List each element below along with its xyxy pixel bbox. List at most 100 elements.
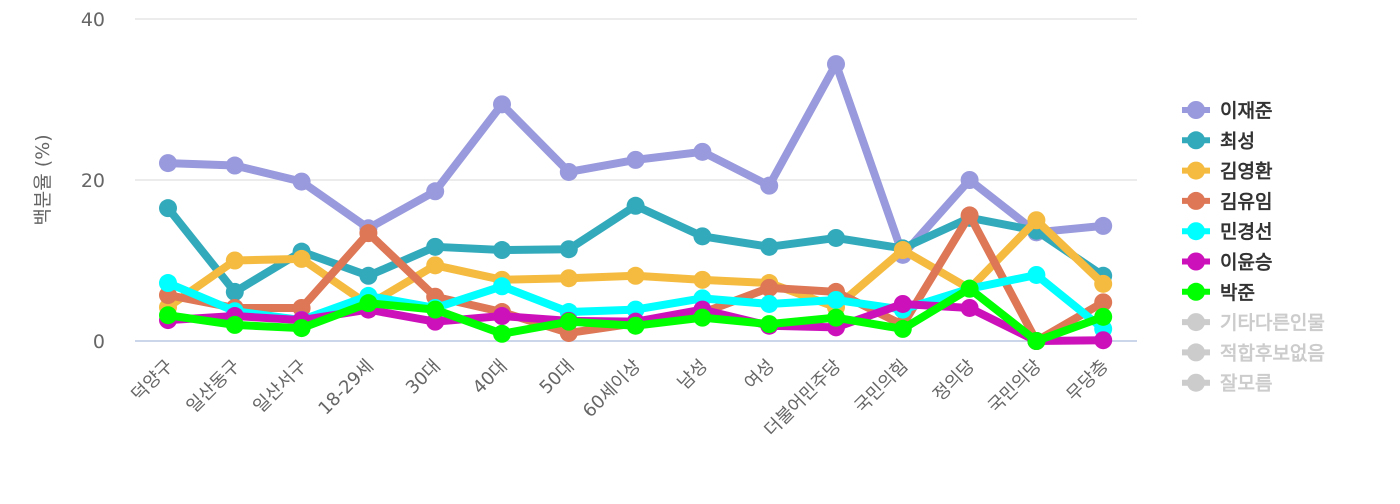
- x-tick-label: 무당층: [1063, 356, 1113, 406]
- legend-item-이윤승[interactable]: 이윤승: [1182, 252, 1272, 274]
- legend-item-김영환[interactable]: 김영환: [1182, 161, 1273, 183]
- legend-item-잘모름[interactable]: 잘모름: [1182, 373, 1272, 395]
- series-박준: [159, 279, 1113, 350]
- data-point[interactable]: [827, 55, 845, 74]
- data-point[interactable]: [760, 278, 779, 297]
- data-point[interactable]: [827, 228, 845, 247]
- data-point[interactable]: [559, 312, 578, 331]
- data-point[interactable]: [1094, 274, 1113, 293]
- x-tick-label: 국민의힘: [851, 356, 913, 418]
- data-point[interactable]: [493, 95, 511, 114]
- x-tick-label: 여성: [740, 356, 778, 394]
- data-point[interactable]: [225, 251, 244, 270]
- x-tick-label: 남성: [674, 356, 712, 394]
- data-point[interactable]: [760, 294, 779, 313]
- data-point[interactable]: [559, 240, 578, 259]
- data-point[interactable]: [693, 227, 712, 246]
- data-point[interactable]: [159, 306, 177, 325]
- y-axis-label: 백분율 (%): [32, 134, 54, 225]
- data-point[interactable]: [559, 269, 578, 288]
- data-point[interactable]: [626, 316, 645, 335]
- legend-item-기타다른인물[interactable]: 기타다른인물: [1182, 312, 1325, 334]
- data-point[interactable]: [1094, 293, 1113, 312]
- x-tick-label: 덕양구: [128, 356, 178, 406]
- data-point[interactable]: [960, 279, 979, 298]
- legend-item-민경선[interactable]: 민경선: [1182, 221, 1272, 243]
- data-point[interactable]: [493, 241, 511, 260]
- data-point[interactable]: [1094, 307, 1113, 326]
- data-point[interactable]: [359, 294, 378, 313]
- data-point[interactable]: [159, 199, 177, 218]
- data-point[interactable]: [1027, 332, 1046, 350]
- x-tick-label: 일산동구: [183, 356, 245, 418]
- legend-item-김유임[interactable]: 김유임: [1182, 191, 1272, 213]
- data-point[interactable]: [1094, 216, 1113, 235]
- legend-marker: [1187, 252, 1205, 271]
- data-point[interactable]: [893, 241, 912, 260]
- data-point[interactable]: [827, 290, 845, 309]
- data-point[interactable]: [493, 324, 511, 343]
- legend-label: 이재준: [1220, 100, 1272, 122]
- x-tick-label: 정의당: [929, 356, 979, 406]
- legend-label: 박준: [1220, 282, 1255, 304]
- data-point[interactable]: [159, 274, 177, 293]
- data-point[interactable]: [1094, 331, 1113, 350]
- data-point[interactable]: [292, 319, 311, 338]
- legend-label: 기타다른인물: [1220, 312, 1325, 334]
- data-point[interactable]: [292, 249, 311, 268]
- legend-item-최성[interactable]: 최성: [1182, 130, 1255, 152]
- data-point[interactable]: [493, 277, 511, 296]
- legend-marker: [1187, 222, 1205, 241]
- data-point[interactable]: [359, 266, 378, 285]
- data-point[interactable]: [426, 256, 445, 275]
- data-point[interactable]: [960, 206, 979, 225]
- legend-marker: [1187, 313, 1205, 332]
- legend-marker: [1187, 343, 1205, 362]
- data-point[interactable]: [225, 282, 244, 301]
- data-point[interactable]: [960, 298, 979, 317]
- legend-label: 이윤승: [1220, 252, 1272, 274]
- legend-item-적합후보없음[interactable]: 적합후보없음: [1182, 342, 1325, 364]
- data-point[interactable]: [760, 176, 779, 195]
- data-point[interactable]: [426, 237, 445, 256]
- data-point[interactable]: [760, 237, 779, 256]
- data-point[interactable]: [626, 196, 645, 215]
- y-tick-label: 40: [81, 9, 105, 31]
- data-point[interactable]: [426, 300, 445, 319]
- data-point[interactable]: [626, 266, 645, 285]
- data-point[interactable]: [359, 224, 378, 243]
- data-point[interactable]: [760, 315, 779, 334]
- legend-item-박준[interactable]: 박준: [1182, 282, 1255, 304]
- data-point[interactable]: [225, 315, 244, 334]
- data-point[interactable]: [626, 150, 645, 169]
- data-point[interactable]: [426, 182, 445, 201]
- legend-label: 김영환: [1220, 161, 1273, 183]
- data-point[interactable]: [893, 319, 912, 338]
- data-point[interactable]: [1027, 265, 1046, 284]
- legend-label: 적합후보없음: [1220, 342, 1325, 364]
- legend-marker: [1187, 191, 1205, 210]
- series-이재준: [159, 55, 1113, 264]
- legend-label: 잘모름: [1220, 373, 1272, 395]
- data-point[interactable]: [827, 308, 845, 327]
- data-point[interactable]: [693, 142, 712, 161]
- legend-marker: [1187, 131, 1205, 150]
- x-tick-label: 18-29세: [314, 356, 378, 420]
- data-point[interactable]: [292, 172, 311, 191]
- data-point[interactable]: [159, 154, 177, 173]
- data-point[interactable]: [225, 156, 244, 175]
- data-point[interactable]: [693, 270, 712, 289]
- data-point[interactable]: [493, 307, 511, 326]
- data-point[interactable]: [693, 308, 712, 327]
- legend-marker: [1187, 161, 1205, 180]
- data-point[interactable]: [893, 294, 912, 313]
- data-point[interactable]: [960, 171, 979, 189]
- legend-label: 민경선: [1220, 221, 1272, 243]
- data-point[interactable]: [1027, 211, 1046, 230]
- legend-marker: [1187, 373, 1205, 392]
- legend-label: 최성: [1220, 130, 1255, 152]
- data-point[interactable]: [559, 162, 578, 181]
- legend-item-이재준[interactable]: 이재준: [1182, 100, 1272, 122]
- x-tick-label: 50대: [536, 356, 579, 399]
